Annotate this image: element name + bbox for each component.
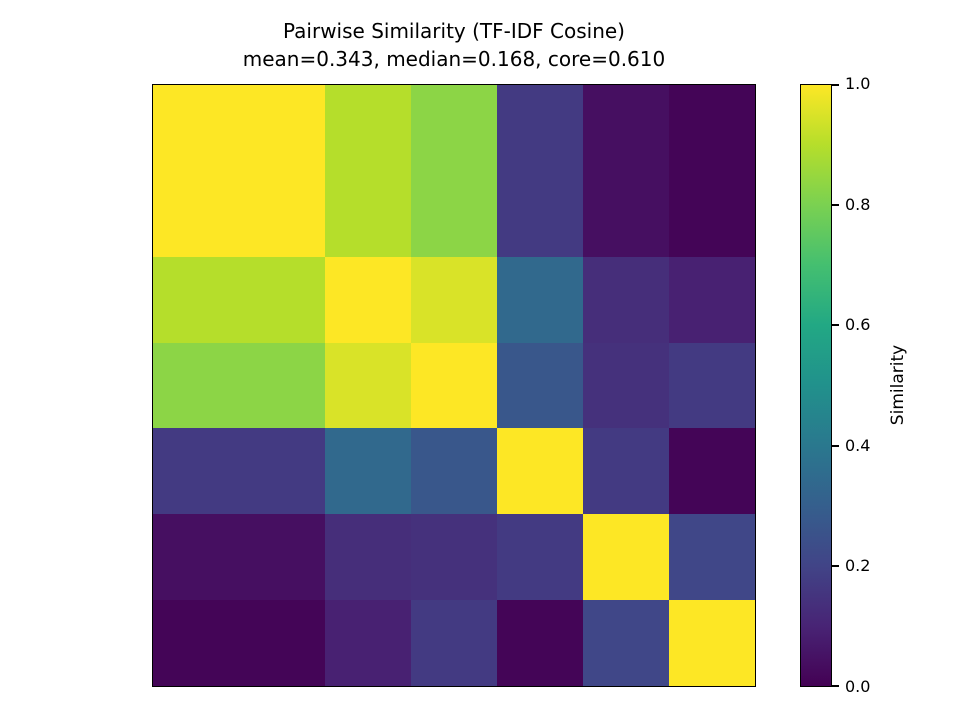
heatmap-cell: [153, 428, 240, 516]
heatmap-cell: [669, 514, 755, 602]
heatmap-cell: [239, 170, 326, 258]
heatmap-cell: [239, 256, 326, 344]
heatmap-cell: [669, 85, 755, 172]
heatmap-cell: [411, 342, 498, 430]
colorbar-axis-label: Similarity: [888, 344, 908, 426]
heatmap-cell: [239, 600, 326, 686]
colorbar-tick-mark: [832, 444, 839, 447]
colorbar-tick-mark: [832, 84, 839, 86]
heatmap-cell: [583, 514, 670, 602]
heatmap-cell: [153, 256, 240, 344]
heatmap-cell: [153, 170, 240, 258]
heatmap-cell: [153, 600, 240, 686]
heatmap-cell: [669, 600, 755, 686]
heatmap-matrix: [152, 84, 756, 687]
heatmap-cell: [239, 342, 326, 430]
heatmap-cell: [583, 256, 670, 344]
heatmap-cell: [411, 428, 498, 516]
chart-title: Pairwise Similarity (TF-IDF Cosine): [283, 19, 625, 43]
heatmap-cell: [153, 85, 240, 172]
heatmap-cell: [583, 170, 670, 258]
heatmap-cell: [669, 428, 755, 516]
heatmap-cell: [153, 342, 240, 430]
colorbar-tick-mark: [832, 565, 839, 568]
heatmap-cell: [325, 342, 412, 430]
colorbar-tick-label: 0.0: [845, 677, 871, 696]
heatmap-cell: [239, 85, 326, 172]
heatmap-cell: [411, 600, 498, 686]
heatmap-cell: [411, 170, 498, 258]
heatmap-cell: [411, 514, 498, 602]
heatmap-cell: [325, 428, 412, 516]
heatmap-cell: [153, 514, 240, 602]
heatmap-cell: [497, 342, 584, 430]
chart-title-block: Pairwise Similarity (TF-IDF Cosine) mean…: [153, 17, 755, 73]
heatmap-cell: [411, 256, 498, 344]
colorbar-tick-label: 1.0: [845, 74, 871, 93]
heatmap-cell: [325, 85, 412, 172]
heatmap-cell: [325, 170, 412, 258]
colorbar: [800, 84, 832, 687]
heatmap-cell: [411, 85, 498, 172]
heatmap-cell: [583, 342, 670, 430]
heatmap-cell: [325, 600, 412, 686]
heatmap-cell: [497, 514, 584, 602]
heatmap-cell: [239, 514, 326, 602]
colorbar-tick-mark: [832, 203, 839, 206]
heatmap-cell: [669, 342, 755, 430]
heatmap-cell: [669, 170, 755, 258]
colorbar-tick-label: 0.2: [845, 556, 871, 576]
colorbar-tick-label: 0.8: [845, 194, 871, 214]
heatmap-cell: [325, 514, 412, 602]
heatmap-cell: [583, 428, 670, 516]
heatmap-cell: [497, 170, 584, 258]
heatmap-cell: [583, 600, 670, 686]
colorbar-tick-label: 0.4: [845, 435, 871, 455]
heatmap-cell: [669, 256, 755, 344]
heatmap-cell: [497, 256, 584, 344]
heatmap-cell: [497, 428, 584, 516]
heatmap-cell: [325, 256, 412, 344]
colorbar-tick-area: 0.0 0.2 0.4 0.6 0.8 1.0: [832, 74, 952, 696]
heatmap-cell: [583, 85, 670, 172]
heatmap-cell: [497, 600, 584, 686]
chart-subtitle: mean=0.343, median=0.168, core=0.610: [242, 47, 666, 71]
colorbar-tick-mark: [832, 685, 839, 687]
heatmap-cell: [497, 85, 584, 172]
colorbar-tick-label: 0.6: [845, 315, 871, 335]
colorbar-tick-mark: [832, 324, 839, 327]
heatmap-cell: [239, 428, 326, 516]
